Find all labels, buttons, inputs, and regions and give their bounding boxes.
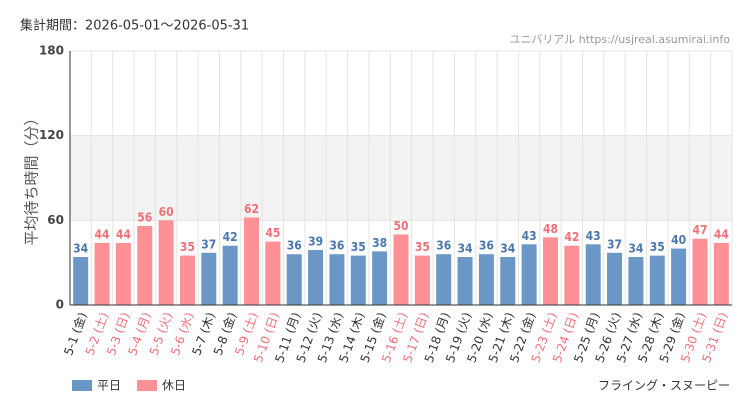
source: ユニバリアル https://usjreal.asumirai.info	[509, 33, 730, 46]
y-tick-label: 0	[56, 298, 64, 312]
bar	[671, 248, 687, 305]
bar	[692, 238, 708, 305]
attraction-name: フライング・スヌーピー	[598, 379, 730, 393]
y-tick-label: 180	[39, 44, 64, 58]
bar	[265, 241, 281, 305]
value-label: 35	[180, 240, 195, 254]
value-label: 35	[415, 240, 430, 254]
value-label: 43	[522, 229, 537, 243]
y-tick-label: 60	[47, 213, 64, 227]
bar	[73, 257, 89, 305]
value-label: 62	[244, 202, 259, 216]
bar	[393, 234, 409, 305]
value-label: 43	[586, 229, 601, 243]
value-label: 34	[628, 242, 644, 256]
bar	[201, 252, 217, 305]
y-tick-label: 120	[39, 128, 64, 142]
bar	[244, 217, 260, 305]
value-label: 42	[223, 230, 238, 244]
legend-label: 平日	[97, 379, 121, 393]
legend-swatch	[72, 380, 92, 391]
value-label: 37	[607, 237, 622, 251]
bar	[372, 251, 388, 305]
value-label: 35	[650, 240, 665, 254]
value-label: 34	[458, 242, 474, 256]
bar	[649, 255, 665, 305]
value-label: 36	[479, 239, 494, 253]
bar	[286, 254, 302, 305]
bar	[137, 225, 153, 305]
value-label: 45	[265, 226, 280, 240]
bar	[521, 244, 537, 305]
value-label: 44	[116, 227, 132, 241]
bar	[329, 254, 345, 305]
value-label: 39	[308, 234, 323, 248]
value-label: 40	[671, 233, 686, 247]
value-label: 34	[500, 242, 516, 256]
bar	[414, 255, 430, 305]
bar	[478, 254, 494, 305]
bar	[585, 244, 601, 305]
legend-label: 休日	[162, 379, 186, 393]
value-label: 50	[393, 219, 408, 233]
period-header: 集計期間：2026-05-01～2026-05-31	[20, 18, 249, 34]
bar	[713, 242, 729, 305]
value-label: 56	[137, 210, 152, 224]
bar	[500, 257, 516, 305]
legend-swatch	[137, 380, 157, 391]
value-label: 60	[159, 205, 174, 219]
value-label: 35	[351, 240, 366, 254]
value-label: 36	[287, 239, 302, 253]
bar	[628, 257, 644, 305]
bar	[436, 254, 452, 305]
value-label: 47	[692, 223, 707, 237]
bar	[179, 255, 195, 305]
value-label: 36	[436, 239, 451, 253]
grid-band	[70, 135, 732, 221]
bar	[115, 242, 131, 305]
value-label: 42	[564, 230, 579, 244]
value-label: 48	[543, 222, 558, 236]
bar	[94, 242, 110, 305]
bar	[158, 220, 174, 305]
value-label: 37	[201, 237, 216, 251]
bar	[564, 245, 580, 305]
value-label: 38	[372, 236, 387, 250]
y-axis-label: 平均待ち時間（分）	[23, 110, 41, 245]
value-label: 44	[95, 227, 111, 241]
value-label: 34	[73, 242, 89, 256]
bar	[457, 257, 473, 305]
bar	[607, 252, 623, 305]
value-label: 36	[329, 239, 344, 253]
bar	[350, 255, 366, 305]
bar	[542, 237, 558, 305]
bar	[308, 249, 324, 305]
value-label: 44	[714, 227, 730, 241]
bar	[222, 245, 238, 305]
